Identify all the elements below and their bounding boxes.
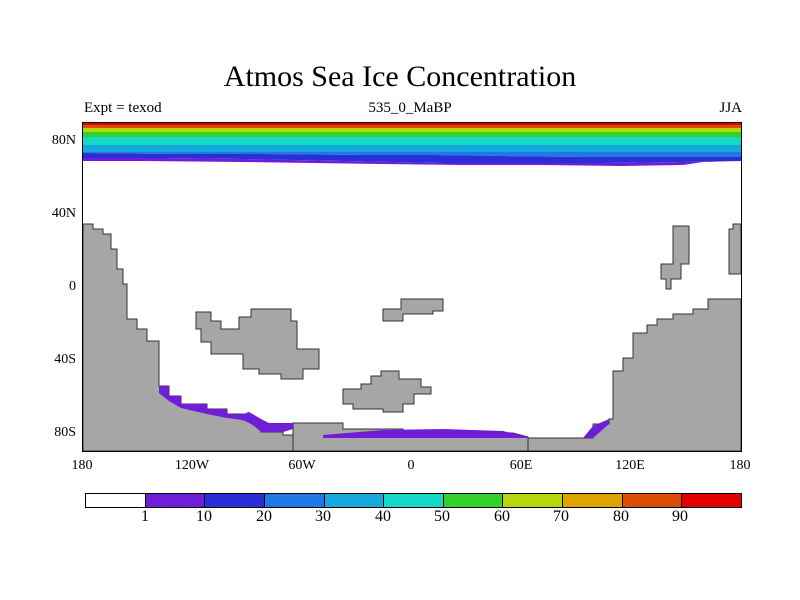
map-panel <box>82 122 742 452</box>
legend-box <box>324 494 385 507</box>
central-island-west <box>195 308 320 380</box>
ice-band-60 <box>83 132 741 137</box>
legend-box <box>682 494 742 507</box>
period-label: 535_0_MaBP <box>368 100 452 116</box>
lon-120e-label: 120E <box>615 458 645 473</box>
ice-band-50 <box>83 137 741 145</box>
legend-label-90: 90 <box>672 508 688 525</box>
legend-label-20: 20 <box>256 508 272 525</box>
lon-180-right-label: 180 <box>729 458 751 473</box>
legend-label-10: 10 <box>196 508 212 525</box>
southern-island <box>342 370 432 413</box>
ice-band-10 <box>83 158 741 166</box>
experiment-label: Expt = texod <box>84 100 162 116</box>
ice-band-40 <box>83 145 741 152</box>
legend-label-50: 50 <box>434 508 450 525</box>
lon-60e-label: 60E <box>509 458 533 473</box>
map-title: Atmos Sea Ice Concentration <box>223 60 577 93</box>
legend-label-80: 80 <box>613 508 629 525</box>
ice-band-70 <box>83 128 741 132</box>
lat-80s-label: 80S <box>54 425 76 440</box>
lat-40n-label: 40N <box>51 206 76 221</box>
legend-label-60: 60 <box>494 508 510 525</box>
legend-label-1: 1 <box>141 508 149 525</box>
ice-band-80 <box>83 125 741 128</box>
legend-box <box>563 494 623 507</box>
legend-box <box>503 494 564 507</box>
ice-band-20 <box>83 153 741 163</box>
lon-120w-label: 120W <box>174 458 210 473</box>
legend-box <box>205 494 265 507</box>
lat-0-label: 0 <box>69 279 76 294</box>
lon-180-left-label: 180 <box>71 458 93 473</box>
south-america-landmass <box>83 223 529 451</box>
legend-label-30: 30 <box>315 508 331 525</box>
east-island <box>660 225 690 290</box>
legend-box <box>622 494 683 507</box>
ice-edge-east <box>583 419 609 438</box>
east-landmass <box>527 298 741 451</box>
legend-box <box>443 494 504 507</box>
legend-box <box>145 494 206 507</box>
lon-0-label: 0 <box>407 458 415 473</box>
season-label: JJA <box>719 100 742 116</box>
ice-band-30 <box>83 152 741 157</box>
central-island-east <box>382 298 444 322</box>
legend-box <box>86 494 146 507</box>
ice-edge-south <box>323 429 528 438</box>
ice-edge-west <box>159 386 293 432</box>
legend-label-40: 40 <box>375 508 391 525</box>
ice-band-90 <box>83 123 741 125</box>
legend-box <box>264 494 325 507</box>
lon-60w-label: 60W <box>288 458 316 473</box>
color-legend <box>85 493 742 508</box>
lat-80n-label: 80N <box>51 133 76 148</box>
legend-box <box>384 494 444 507</box>
far-east-landmass <box>728 223 741 275</box>
legend-label-70: 70 <box>553 508 569 525</box>
lat-40s-label: 40S <box>54 352 76 367</box>
sea-ice-map <box>83 123 741 451</box>
